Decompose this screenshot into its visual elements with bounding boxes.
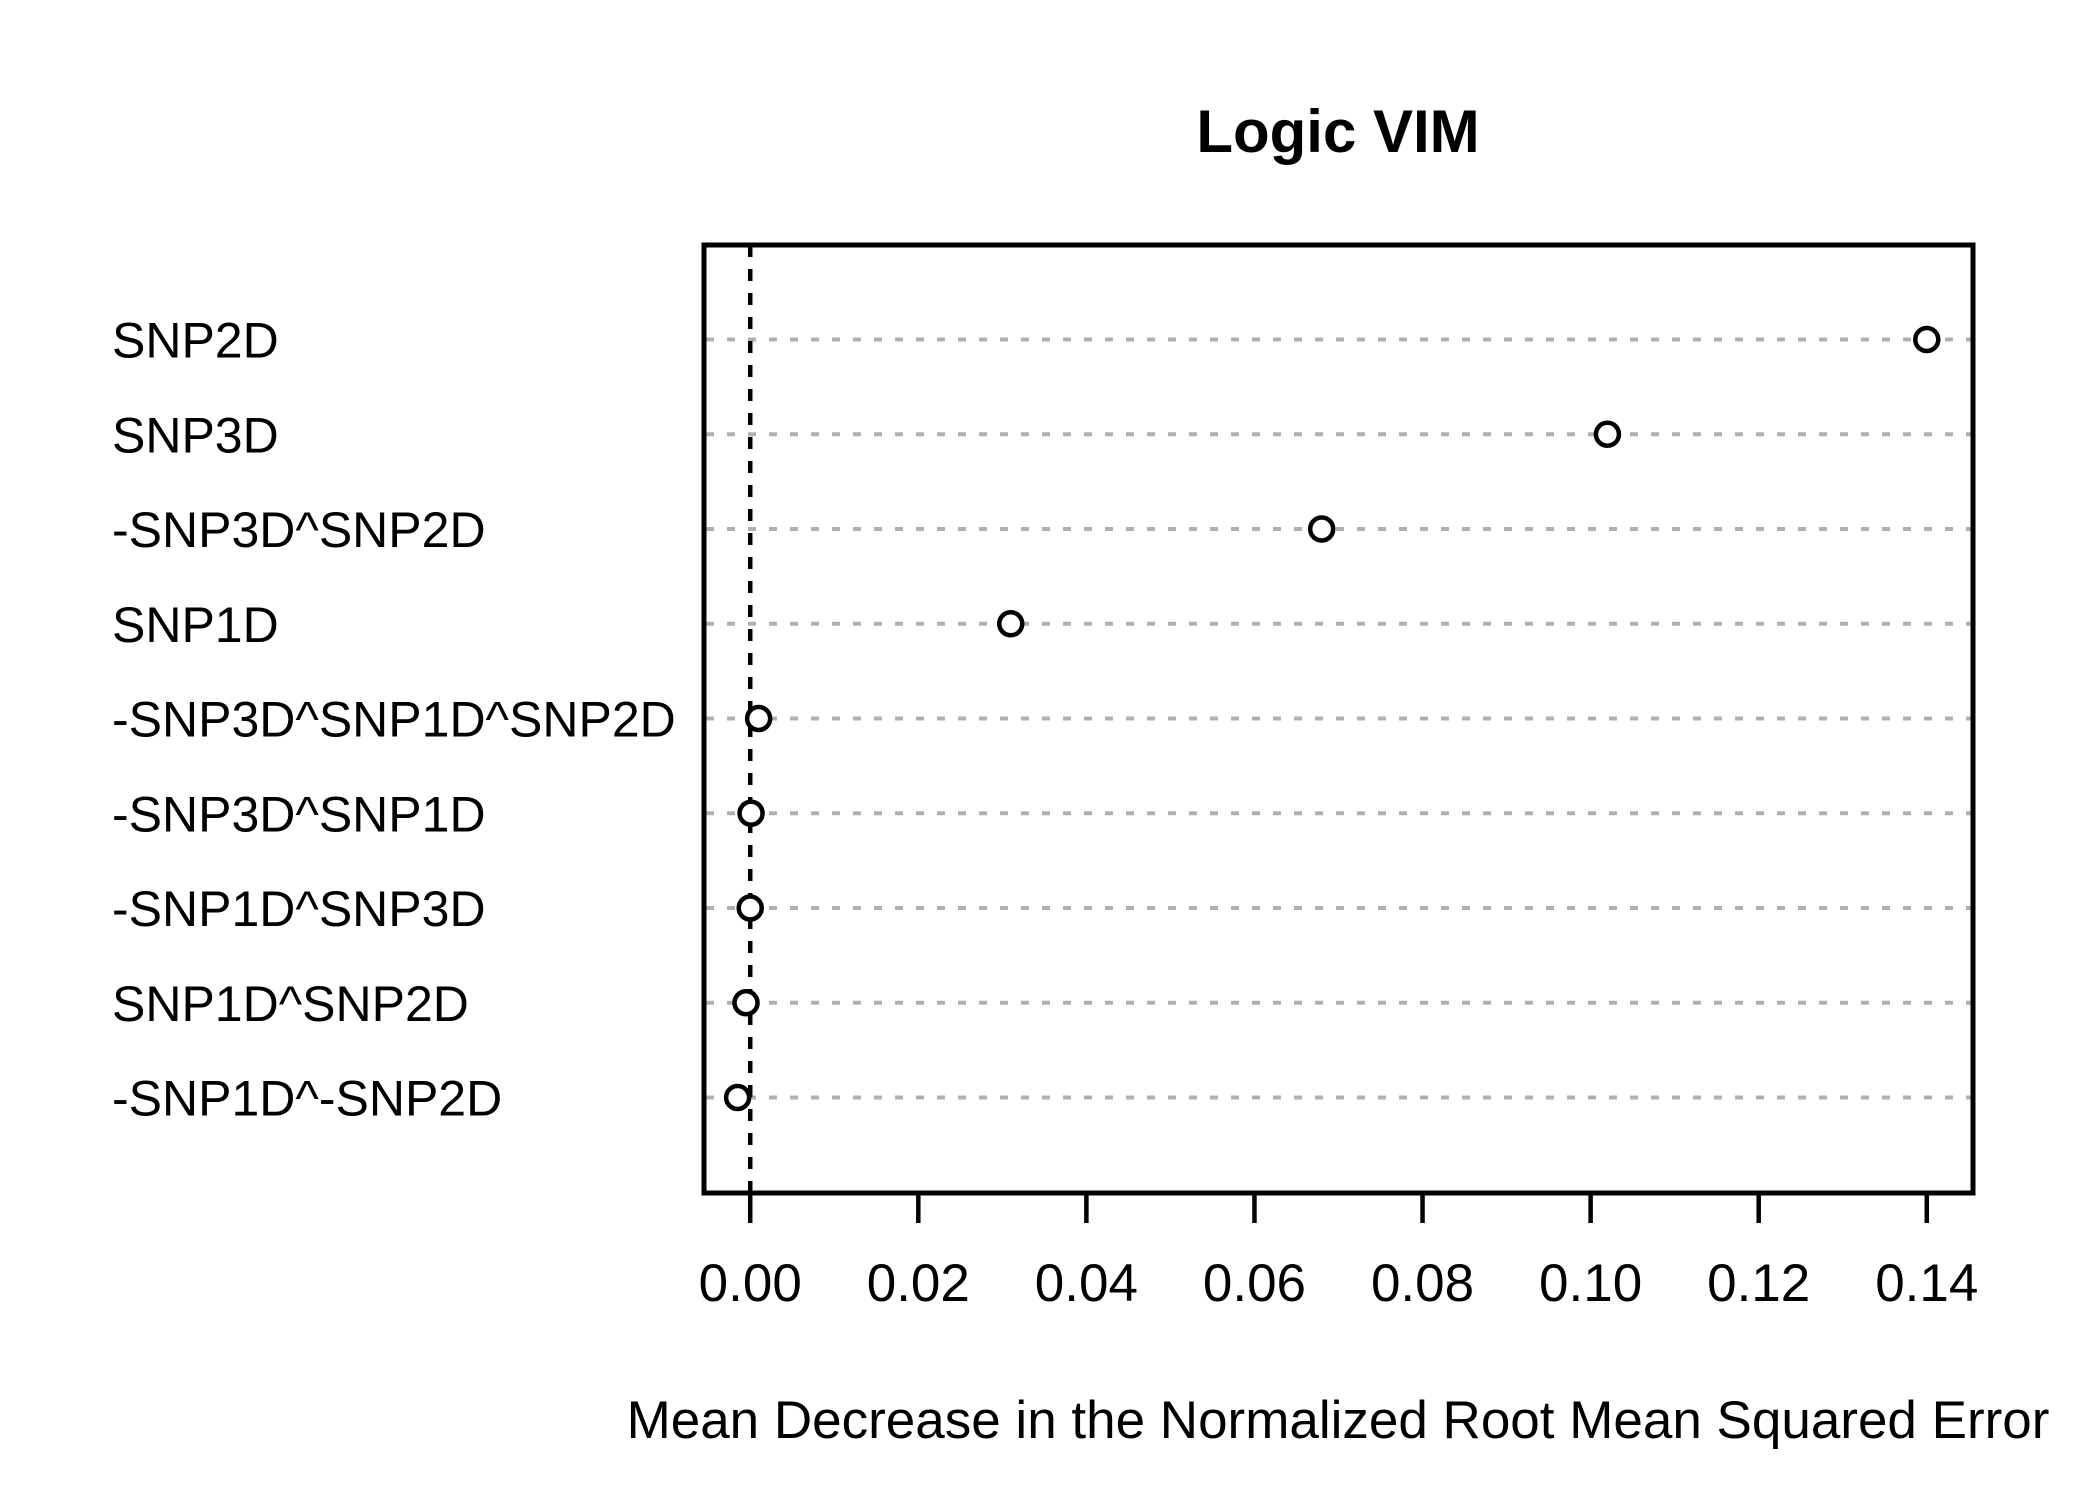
data-point (1913, 325, 1941, 354)
gridlines-group (706, 337, 1971, 1100)
plot-border (701, 242, 1976, 1196)
data-point (737, 799, 765, 827)
y-category-label: -SNP3D^SNP1D^SNP2D (112, 692, 676, 748)
x-tick-label: 0.02 (867, 1254, 970, 1313)
x-axis-label: Mean Decrease in the Normalized Root Mea… (627, 1391, 2050, 1450)
y-category-label: -SNP1D^SNP3D (112, 881, 486, 937)
x-tick-label: 0.10 (1539, 1254, 1642, 1313)
y-category-label: -SNP1D^-SNP2D (112, 1071, 502, 1127)
y-category-label: -SNP3D^SNP2D (112, 502, 486, 558)
y-category-label: -SNP3D^SNP1D (112, 786, 486, 842)
x-tick-label: 0.12 (1707, 1254, 1810, 1313)
data-point (744, 704, 773, 733)
y-category-label: SNP1D^SNP2D (112, 976, 469, 1032)
x-tick-label: 0.00 (699, 1254, 802, 1313)
data-point (723, 1083, 752, 1112)
y-category-label: SNP2D (112, 313, 279, 369)
data-point (996, 610, 1025, 638)
y-category-label: SNP3D (112, 407, 279, 463)
data-point (732, 989, 760, 1017)
x-tick-label: 0.08 (1371, 1254, 1474, 1313)
x-tick-label: 0.04 (1035, 1254, 1138, 1313)
x-axis-ticks-group: 0.00 0.02 0.04 0.06 0.08 0.10 0.12 0.14 (699, 1193, 1978, 1313)
chart-title: Logic VIM (1196, 98, 1479, 165)
x-tick-label: 0.06 (1203, 1254, 1306, 1313)
y-category-labels-group: SNP2D SNP3D -SNP3D^SNP2D SNP1D -SNP3D^SNP1D^… (112, 313, 676, 1127)
data-points-group (723, 325, 1941, 1112)
data-point (1307, 515, 1336, 543)
data-point (1593, 420, 1622, 448)
x-tick-label: 0.14 (1875, 1254, 1978, 1313)
y-category-label: SNP1D (112, 597, 279, 653)
data-point (736, 894, 764, 922)
